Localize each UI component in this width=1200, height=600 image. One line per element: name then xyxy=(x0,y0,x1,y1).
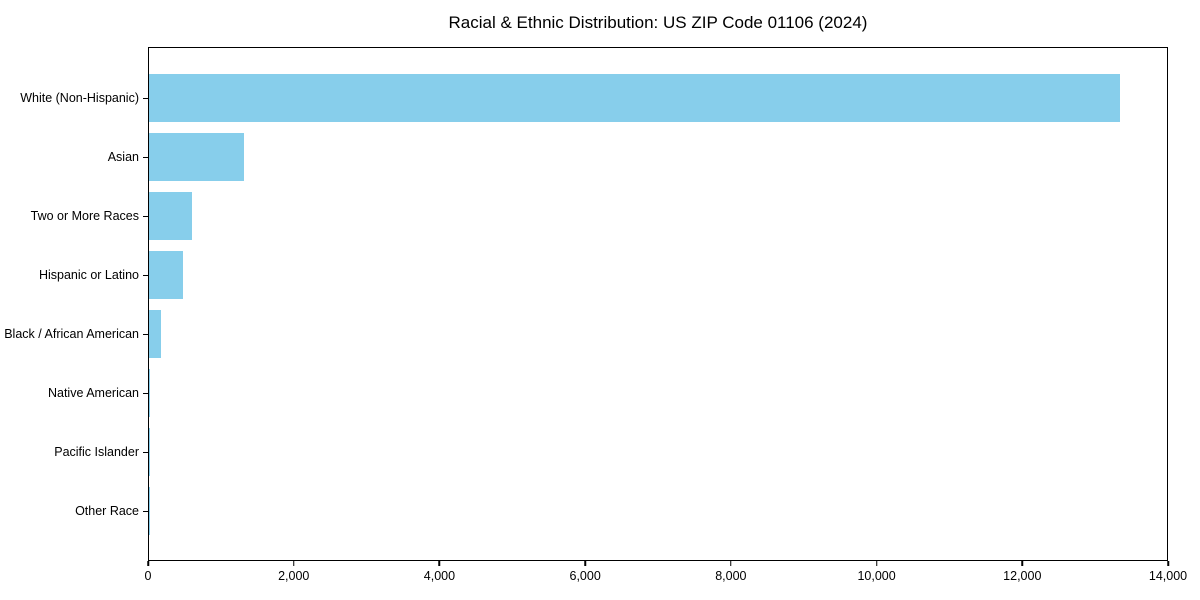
y-tick-label: Black / African American xyxy=(4,326,139,341)
bar-row: Two or More Races xyxy=(31,186,1167,245)
x-tick-label: 2,000 xyxy=(278,569,310,583)
x-tick-label: 14,000 xyxy=(1148,569,1188,583)
x-tick-mark xyxy=(730,561,732,566)
bar xyxy=(149,427,150,476)
bar xyxy=(149,309,161,358)
x-tick-mark xyxy=(1021,561,1024,566)
y-tick-mark xyxy=(142,97,148,99)
y-tick-mark xyxy=(142,156,148,158)
x-tick-mark xyxy=(438,561,441,566)
bar xyxy=(149,73,1120,122)
plot-area: White (Non-Hispanic) Asian Two or More Rac… xyxy=(4,47,1168,561)
x-tick-label: 4,000 xyxy=(423,569,456,583)
x-tick-label: 10,000 xyxy=(857,569,896,583)
y-tick-label: Asian xyxy=(107,149,139,164)
y-tick-label: Native American xyxy=(47,385,139,400)
bar-row: Black / African American xyxy=(4,304,1167,363)
bar-row: Pacific Islander xyxy=(54,422,1167,481)
y-tick-mark xyxy=(142,451,148,453)
x-tick-label: 6,000 xyxy=(569,569,601,583)
x-tick-mark xyxy=(584,561,586,566)
bar-row: Asian xyxy=(108,127,1167,186)
y-tick-mark xyxy=(142,215,148,217)
bar-row: Native American xyxy=(48,363,1167,422)
y-tick-mark xyxy=(142,333,148,335)
bar xyxy=(149,368,151,417)
x-tick-mark xyxy=(147,561,149,566)
bar xyxy=(149,132,244,181)
x-tick-mark xyxy=(292,561,295,566)
x-tick-label: 8,000 xyxy=(715,569,747,583)
y-tick-mark xyxy=(142,392,148,394)
y-tick-mark xyxy=(142,510,148,512)
x-tick-mark xyxy=(1167,561,1169,566)
chart-title: Racial & Ethnic Distribution: US ZIP Cod… xyxy=(448,13,868,32)
bar-row: Other Race xyxy=(75,481,1167,540)
bar-row: White (Non-Hispanic) xyxy=(20,68,1167,127)
x-axis: 0 2,000 4,000 6,000 8,000 10,000 12,000 14,000 xyxy=(144,561,1187,591)
y-tick-label: Hispanic or Latino xyxy=(38,267,139,282)
y-tick-label: White (Non-Hispanic) xyxy=(20,90,139,105)
y-tick-mark xyxy=(142,274,148,276)
y-tick-label: Other Race xyxy=(75,503,139,518)
x-tick-label: 0 xyxy=(144,569,152,583)
bar-row: Hispanic or Latino xyxy=(39,245,1167,304)
bar xyxy=(149,191,192,240)
x-tick-label: 12,000 xyxy=(1003,569,1042,583)
bar xyxy=(149,250,184,299)
x-tick-mark xyxy=(875,561,878,566)
y-tick-label: Two or More Races xyxy=(30,208,139,223)
bar-rows: White (Non-Hispanic) Asian Two or More Rac… xyxy=(4,68,1167,540)
y-tick-label: Pacific Islander xyxy=(54,444,139,459)
